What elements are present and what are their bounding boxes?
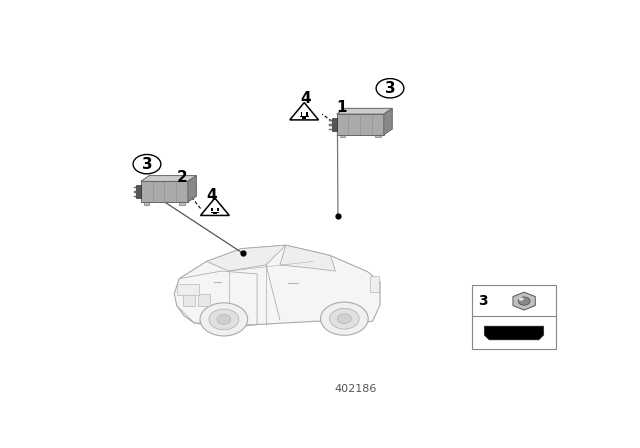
Circle shape [518,297,530,305]
Circle shape [518,297,524,301]
Bar [179,202,185,205]
Bar [472,285,556,349]
Circle shape [330,308,359,329]
Bar [211,208,213,211]
Text: 3: 3 [141,157,152,172]
Bar [143,202,149,205]
Bar [217,208,218,211]
Polygon shape [332,118,337,131]
Polygon shape [136,185,141,198]
Text: 4: 4 [300,91,311,106]
Circle shape [133,155,161,174]
Polygon shape [384,108,392,135]
Bar [303,117,306,119]
Circle shape [200,303,248,336]
Circle shape [337,314,351,323]
Bar [182,294,195,306]
Bar [300,116,308,117]
Bar [370,276,379,292]
Bar [134,191,136,193]
Text: 3: 3 [385,81,396,96]
Bar [306,112,308,116]
Circle shape [209,309,239,330]
Bar [301,112,302,116]
Text: 3: 3 [478,294,488,308]
Bar [177,284,199,294]
Bar [213,213,216,214]
Polygon shape [280,245,335,271]
Bar [330,129,332,130]
Text: 1: 1 [337,100,347,115]
Text: 2: 2 [176,170,187,185]
Polygon shape [200,198,229,215]
Polygon shape [207,245,286,271]
Polygon shape [188,176,196,202]
Bar [211,212,220,213]
Polygon shape [513,292,535,310]
Polygon shape [290,103,319,120]
Bar [198,294,210,306]
Bar [134,187,136,188]
Circle shape [321,302,368,335]
Bar [330,120,332,121]
Polygon shape [337,108,392,114]
Text: 4: 4 [206,188,217,202]
Text: 402186: 402186 [334,384,376,394]
Bar [339,135,345,137]
Polygon shape [141,181,188,202]
Bar [375,135,381,137]
Bar [330,124,332,125]
Circle shape [217,314,231,324]
Bar [134,196,136,198]
Circle shape [376,78,404,98]
Polygon shape [174,245,380,328]
Polygon shape [141,176,196,181]
Polygon shape [484,326,544,340]
Polygon shape [337,114,384,135]
